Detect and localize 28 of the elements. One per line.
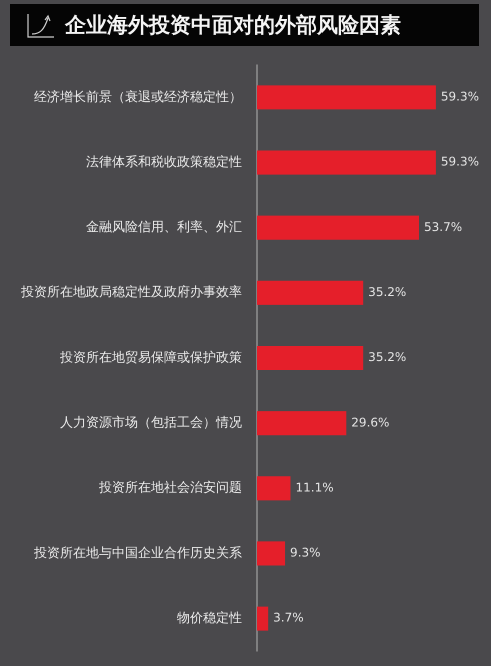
bar — [257, 541, 286, 566]
y-tick-label: 人力资源市场（包括工会）情况 — [60, 416, 242, 431]
data-label: 35.2% — [368, 284, 406, 299]
bar — [257, 85, 436, 110]
data-label: 29.6% — [351, 415, 390, 430]
y-tick-label: 经济增长前景（衰退或经济稳定性） — [34, 88, 242, 105]
bar — [257, 606, 268, 631]
data-label: 59.3% — [440, 90, 480, 104]
data-label: 53.7% — [424, 220, 462, 234]
bar — [257, 216, 419, 240]
chart-title: 企业海外投资中面对的外部风险因素 — [65, 12, 401, 39]
data-label: 11.1% — [295, 480, 334, 494]
bar — [257, 150, 436, 175]
data-label: 9.3% — [290, 546, 321, 560]
y-tick-label: 法律体系和税收政策稳定性 — [86, 154, 242, 170]
bar — [257, 476, 290, 500]
bar — [257, 280, 364, 305]
y-tick-label: 投资所在地政局稳定性及政府办事效率 — [20, 284, 242, 300]
y-tick-label: 投资所在地贸易保障或保护政策 — [59, 350, 242, 366]
data-label: 35.2% — [368, 350, 406, 364]
data-label: 3.7% — [273, 610, 304, 625]
y-tick-label: 物价稳定性 — [177, 610, 242, 626]
data-label: 59.3% — [440, 154, 480, 169]
y-tick-label: 投资所在地社会治安问题 — [98, 480, 242, 496]
bar — [257, 411, 346, 436]
y-tick-label: 金融风险信用、利率、外汇 — [86, 219, 242, 236]
y-tick-label: 投资所在地与中国企业合作历史关系 — [33, 546, 242, 561]
bar — [257, 346, 364, 370]
